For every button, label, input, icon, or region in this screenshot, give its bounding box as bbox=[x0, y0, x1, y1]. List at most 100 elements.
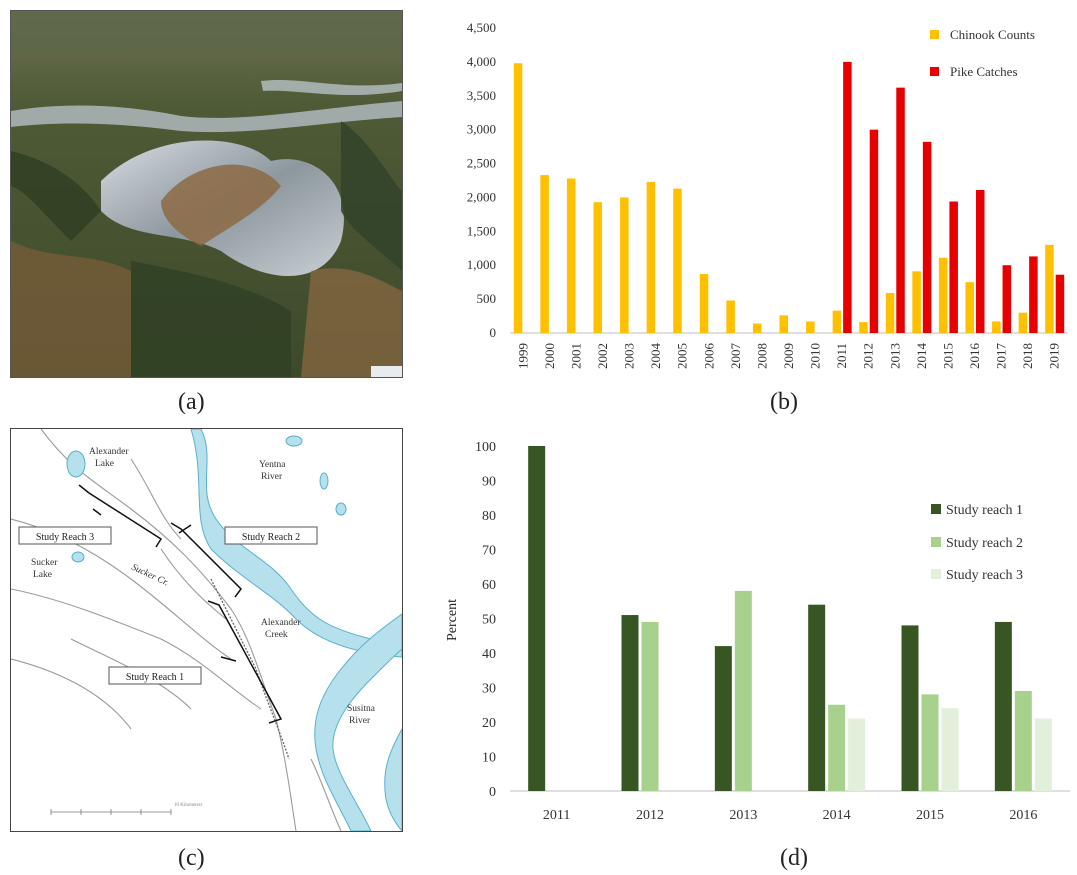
bar-chinook bbox=[726, 300, 735, 333]
bar-chinook bbox=[806, 321, 815, 333]
label-sucker-creek: Sucker Cr. bbox=[130, 563, 170, 589]
x-tick-label: 2015 bbox=[940, 343, 955, 369]
svg-text:River: River bbox=[349, 716, 371, 726]
bar-chinook bbox=[620, 197, 629, 333]
legend-swatch-chinook bbox=[930, 30, 939, 39]
y-tick-label: 3,000 bbox=[467, 122, 496, 137]
bar-chinook bbox=[938, 257, 948, 333]
label-alexander-lake: Alexander bbox=[89, 447, 129, 457]
x-tick-label: 1999 bbox=[515, 343, 530, 369]
x-tick-label: 2006 bbox=[701, 343, 716, 370]
bar-chinook bbox=[779, 315, 788, 333]
x-tick-label: 2000 bbox=[542, 343, 557, 369]
legend-label-reach2: Study reach 2 bbox=[946, 536, 1023, 551]
bar-reach-1 bbox=[714, 646, 732, 791]
bar-chinook bbox=[593, 202, 602, 333]
bar-chinook bbox=[885, 293, 895, 333]
panel-label-b: (b) bbox=[770, 389, 798, 415]
x-tick-label-d: 2011 bbox=[543, 808, 570, 823]
y-tick-label-d: 90 bbox=[482, 475, 496, 490]
bar-chinook bbox=[1045, 244, 1054, 333]
bar-reach-1 bbox=[621, 615, 639, 791]
bar-chinook bbox=[699, 274, 709, 333]
y-tick-label: 4,000 bbox=[467, 54, 496, 69]
x-tick-label: 2016 bbox=[967, 343, 982, 370]
x-tick-label: 2009 bbox=[781, 343, 796, 369]
y-tick-label-d: 10 bbox=[482, 751, 496, 766]
bar-pike bbox=[1002, 265, 1012, 333]
chinook-pike-chart: 0 500 1,000 1,500 2,000 2,500 3,000 3,500 4,000 4… bbox=[467, 20, 1068, 370]
y-tick-label: 0 bbox=[490, 325, 497, 340]
study-reach-3-box: Study Reach 3 bbox=[18, 526, 112, 545]
x-tick-label: 2002 bbox=[595, 343, 610, 369]
x-tick-label: 2017 bbox=[994, 343, 1009, 370]
y-tick-label-d: 30 bbox=[482, 682, 496, 697]
x-tick-label: 2004 bbox=[648, 343, 663, 370]
legend-d: Study reach 1 Study reach 2 Study reach … bbox=[931, 503, 1023, 583]
bar-chinook bbox=[513, 63, 523, 333]
label-yentna-river: Yentna bbox=[259, 460, 286, 470]
bar-reach-2 bbox=[641, 621, 659, 791]
x-tick-label: 2007 bbox=[728, 343, 743, 370]
x-tick-label: 2014 bbox=[914, 343, 929, 370]
bar-chinook bbox=[859, 322, 868, 333]
y-tick-label: 2,000 bbox=[467, 189, 496, 204]
alexander-lake-shape bbox=[66, 450, 86, 478]
label-sucker-lake: Sucker bbox=[31, 558, 58, 568]
x-tick-label: 2005 bbox=[675, 343, 690, 369]
bar-reach-2 bbox=[921, 694, 939, 791]
y-tick-label: 1,000 bbox=[467, 257, 496, 272]
x-tick-label-d: 2016 bbox=[1009, 808, 1037, 823]
y-tick-label: 4,500 bbox=[467, 20, 496, 35]
y-tick-label-d: 40 bbox=[482, 647, 496, 662]
bar-chinook bbox=[832, 310, 842, 333]
y-tick-label-d: 0 bbox=[489, 785, 496, 800]
y-tick-label: 3,500 bbox=[467, 88, 496, 103]
y-tick-label: 500 bbox=[477, 291, 497, 306]
bar-chinook bbox=[1018, 312, 1028, 333]
legend-label-chinook: Chinook Counts bbox=[950, 27, 1035, 42]
bar-reach-1 bbox=[808, 604, 826, 791]
bar-chinook bbox=[673, 188, 682, 333]
x-tick-label: 2003 bbox=[622, 343, 637, 369]
panel-label-c: (c) bbox=[178, 845, 205, 871]
svg-text:10 Kilometers: 10 Kilometers bbox=[174, 803, 203, 808]
bar-chinook bbox=[992, 321, 1001, 333]
bar-reach-2 bbox=[828, 704, 846, 791]
scale-bar: 10 Kilometers bbox=[50, 803, 203, 815]
bar-pike bbox=[843, 61, 852, 334]
bar-chinook bbox=[965, 282, 974, 333]
bar-pike bbox=[922, 141, 932, 333]
y-tick-label-d: 50 bbox=[482, 613, 496, 628]
bar-chinook bbox=[540, 175, 549, 333]
x-tick-label: 2008 bbox=[754, 343, 769, 369]
bar-reach-3 bbox=[1034, 718, 1052, 791]
legend-swatch-reach3 bbox=[931, 569, 941, 579]
x-tick-label: 2001 bbox=[568, 343, 583, 369]
aerial-photo bbox=[10, 10, 403, 378]
svg-text:Study Reach 3: Study Reach 3 bbox=[36, 532, 94, 543]
bar-reach-2 bbox=[734, 590, 752, 791]
map-drawing: Study Reach 3 Study Reach 2 Study Reach … bbox=[11, 429, 402, 831]
panel-label-d: (d) bbox=[780, 845, 808, 871]
y-tick-label-d: 60 bbox=[482, 578, 496, 593]
svg-text:Study Reach 1: Study Reach 1 bbox=[126, 672, 184, 683]
bar-pike bbox=[949, 201, 958, 333]
label-susitna-river: Susitna bbox=[347, 704, 376, 714]
y-tick-label-d: 20 bbox=[482, 716, 496, 731]
bar-chinook bbox=[752, 323, 762, 333]
x-tick-label-d: 2013 bbox=[729, 808, 757, 823]
label-alexander-creek: Alexander bbox=[261, 618, 301, 628]
aerial-photo-drawing bbox=[11, 11, 402, 377]
bar-reach-1 bbox=[528, 446, 546, 791]
legend-label-reach1: Study reach 1 bbox=[946, 503, 1023, 518]
bar-chinook bbox=[646, 181, 656, 333]
bar-pike bbox=[1029, 256, 1038, 333]
bar-reach-3 bbox=[941, 708, 959, 791]
bar-reach-1 bbox=[994, 621, 1012, 791]
study-area-map: Study Reach 3 Study Reach 2 Study Reach … bbox=[10, 428, 403, 832]
bar-chinook bbox=[566, 178, 576, 333]
svg-text:Lake: Lake bbox=[33, 570, 52, 580]
study-reach-2-box: Study Reach 2 bbox=[224, 526, 318, 545]
bar-pike bbox=[869, 129, 879, 333]
